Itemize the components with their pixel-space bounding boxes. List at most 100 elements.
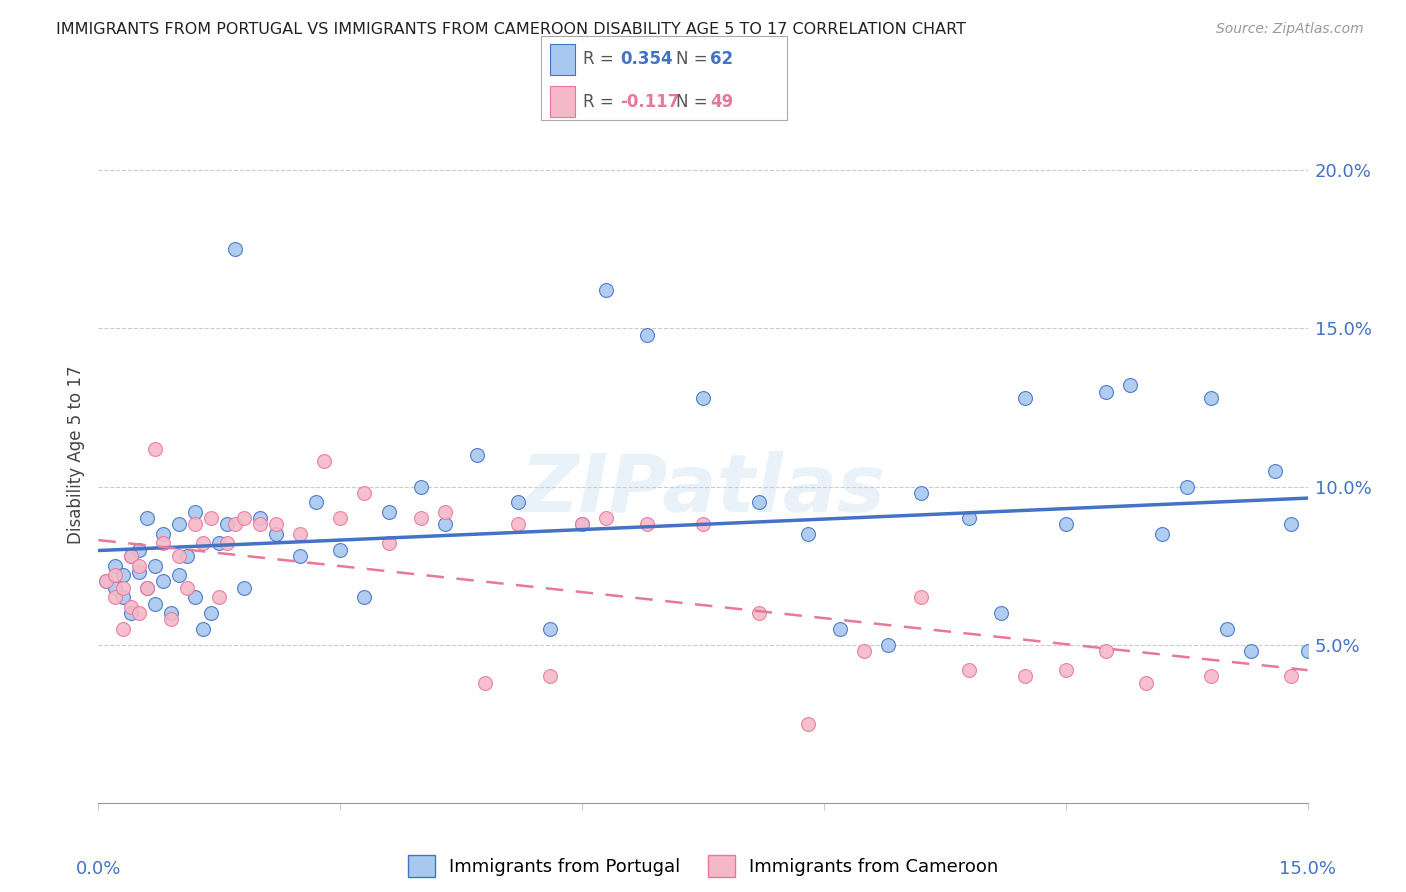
Point: [465, 448, 488, 462]
Point: [152, 527, 174, 541]
Point: [160, 612, 183, 626]
Point: [353, 486, 375, 500]
Point: [135, 581, 157, 595]
Point: [224, 243, 246, 257]
Point: [176, 549, 198, 563]
Legend: Immigrants from Portugal, Immigrants from Cameroon: Immigrants from Portugal, Immigrants fro…: [401, 847, 1005, 884]
Point: [103, 581, 125, 595]
Point: [167, 517, 190, 532]
Point: [636, 517, 658, 532]
Point: [200, 606, 222, 620]
Point: [329, 542, 352, 557]
Point: [128, 565, 150, 579]
Point: [176, 581, 198, 595]
Point: [128, 558, 150, 573]
Point: [152, 574, 174, 589]
Point: [1014, 669, 1036, 683]
Point: [409, 511, 432, 525]
Point: [128, 606, 150, 620]
Point: [135, 581, 157, 595]
Point: [314, 454, 336, 468]
Point: [910, 591, 932, 605]
Point: [506, 495, 529, 509]
Point: [111, 591, 134, 605]
Point: [167, 549, 190, 563]
Point: [208, 591, 231, 605]
Point: [200, 511, 222, 525]
Point: [538, 622, 561, 636]
Point: [103, 558, 125, 573]
Point: [167, 568, 190, 582]
Point: [1216, 622, 1239, 636]
Point: [1095, 384, 1118, 399]
Point: [120, 606, 142, 620]
Point: [103, 591, 125, 605]
Point: [957, 663, 980, 677]
Point: [96, 574, 118, 589]
Point: [111, 622, 134, 636]
Point: [748, 606, 770, 620]
Point: [143, 558, 166, 573]
Text: Source: ZipAtlas.com: Source: ZipAtlas.com: [1216, 22, 1364, 37]
Point: [184, 591, 207, 605]
Point: [111, 581, 134, 595]
Text: R =: R =: [583, 93, 620, 111]
Point: [1054, 517, 1077, 532]
Text: 0.354: 0.354: [620, 51, 672, 69]
Text: N =: N =: [676, 93, 713, 111]
Text: ZIPatlas: ZIPatlas: [520, 450, 886, 529]
Point: [692, 391, 714, 405]
Point: [377, 505, 399, 519]
Point: [571, 517, 593, 532]
Point: [877, 638, 900, 652]
Point: [143, 442, 166, 456]
Point: [990, 606, 1012, 620]
Text: 49: 49: [710, 93, 734, 111]
Point: [120, 599, 142, 614]
Point: [595, 511, 617, 525]
Y-axis label: Disability Age 5 to 17: Disability Age 5 to 17: [66, 366, 84, 544]
Point: [1175, 479, 1198, 493]
Point: [1119, 378, 1142, 392]
Point: [224, 517, 246, 532]
Point: [474, 675, 496, 690]
Point: [143, 597, 166, 611]
Point: [1135, 675, 1157, 690]
Point: [692, 517, 714, 532]
Point: [1264, 464, 1286, 478]
Point: [217, 517, 239, 532]
Point: [160, 606, 183, 620]
Point: [305, 495, 328, 509]
Point: [152, 536, 174, 550]
Point: [434, 517, 457, 532]
Text: -0.117: -0.117: [620, 93, 679, 111]
Point: [111, 568, 134, 582]
Point: [1152, 527, 1174, 541]
Point: [636, 327, 658, 342]
Point: [434, 505, 457, 519]
Point: [128, 542, 150, 557]
Point: [1014, 391, 1036, 405]
Point: [748, 495, 770, 509]
Point: [208, 536, 231, 550]
Point: [1240, 644, 1263, 658]
Point: [120, 549, 142, 563]
Point: [103, 568, 125, 582]
Point: [135, 511, 157, 525]
Point: [96, 574, 118, 589]
Point: [184, 505, 207, 519]
Text: 62: 62: [710, 51, 733, 69]
Point: [910, 486, 932, 500]
Point: [120, 549, 142, 563]
Point: [1199, 669, 1222, 683]
Point: [264, 517, 287, 532]
Point: [232, 511, 254, 525]
Point: [538, 669, 561, 683]
Point: [193, 536, 215, 550]
Point: [957, 511, 980, 525]
Point: [232, 581, 254, 595]
Point: [1054, 663, 1077, 677]
Point: [853, 644, 876, 658]
Point: [377, 536, 399, 550]
Point: [184, 517, 207, 532]
